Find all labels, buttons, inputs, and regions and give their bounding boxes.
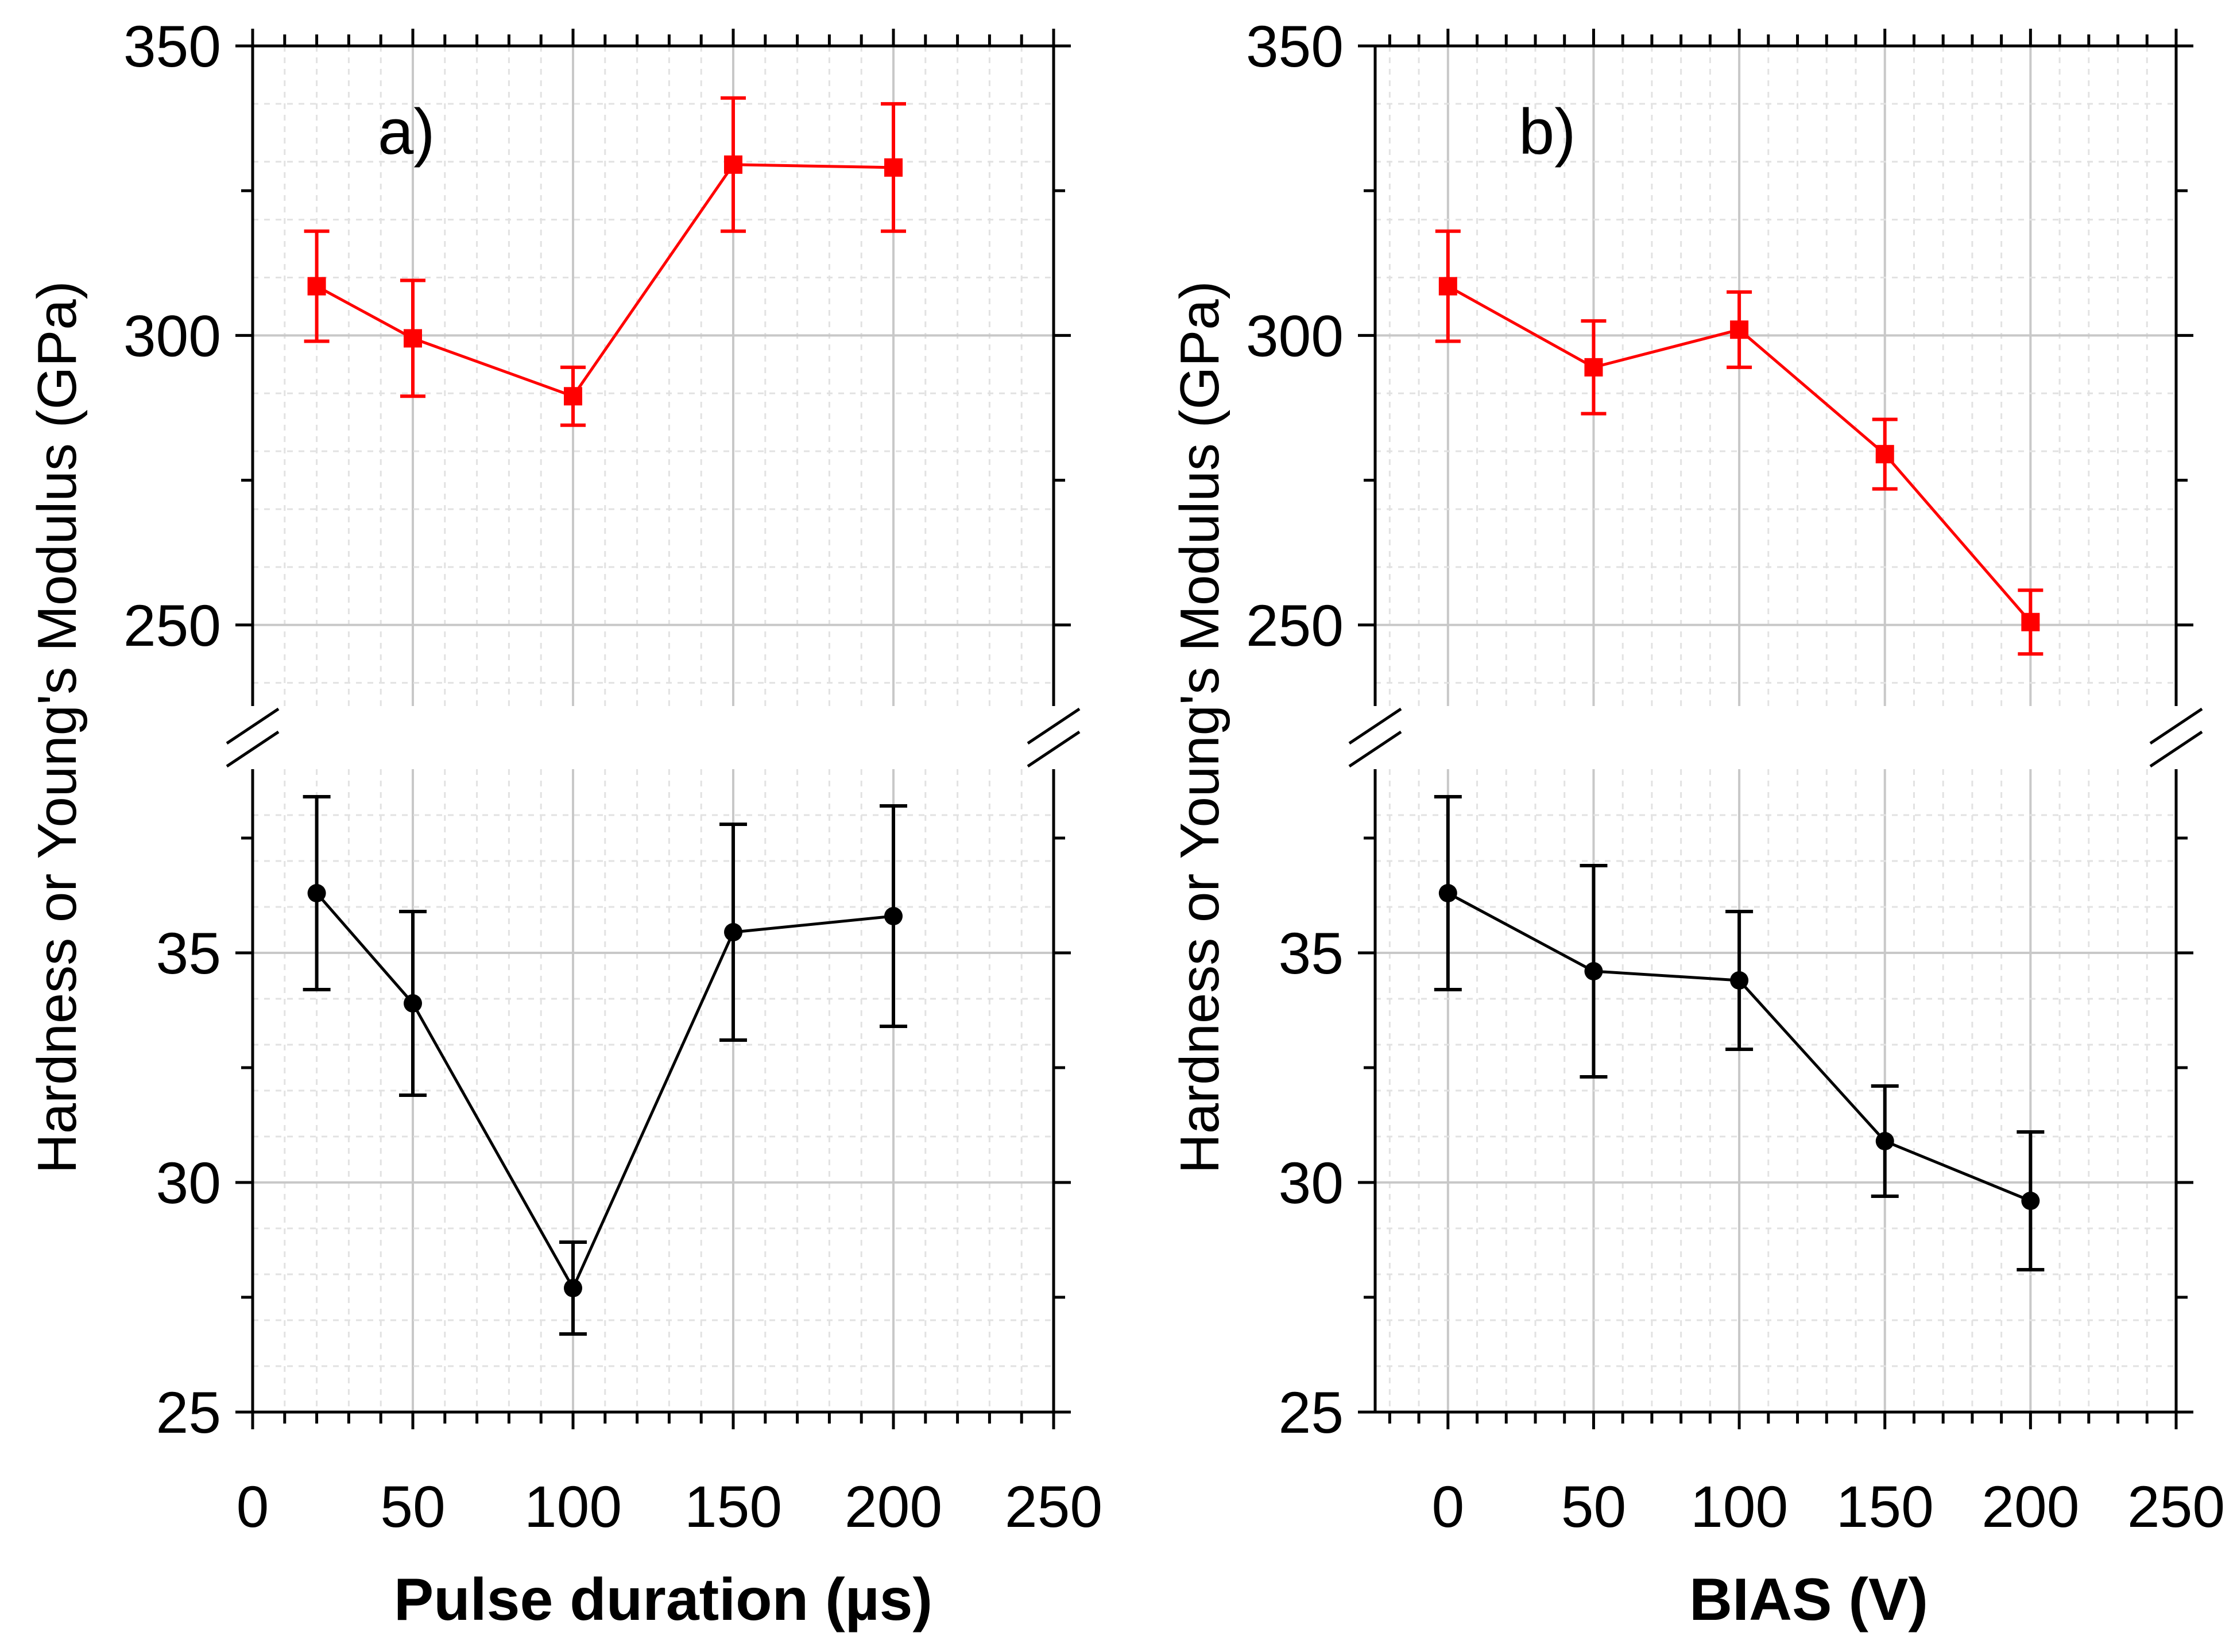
data-point-square — [1439, 277, 1457, 296]
axis-break-right — [1028, 709, 1079, 766]
y-tick-label: 350 — [123, 14, 221, 79]
x-tick-label: 50 — [380, 1474, 445, 1539]
panel-a-xlabel: Pulse duration (µs) — [394, 1566, 932, 1633]
data-point-square — [1876, 445, 1894, 463]
figure: 0 50 100 150 200 250250300350253035a)Hardness… — [0, 0, 2237, 1652]
y-tick-label: 300 — [123, 303, 221, 369]
panel-b-label: b) — [1519, 96, 1576, 168]
panel-a-ylabel: Hardness or Young's Modulus (GPa) — [26, 281, 88, 1173]
y-tick-label: 25 — [1279, 1380, 1344, 1445]
data-point-circle — [404, 994, 422, 1013]
axis-break-left — [1349, 709, 1401, 766]
y-tick-label: 30 — [156, 1150, 221, 1216]
data-point-circle — [1439, 884, 1457, 902]
y-tick-label: 30 — [1279, 1150, 1344, 1216]
ticks — [1358, 29, 2193, 1429]
axis-break-right — [2150, 709, 2202, 766]
data-point-circle — [724, 923, 742, 941]
y-tick-label: 25 — [156, 1380, 221, 1445]
x-tick-label: 150 — [1836, 1474, 1934, 1539]
x-tick-label: 250 — [2127, 1474, 2225, 1539]
ticks — [235, 29, 1071, 1429]
x-tick-label: 50 — [1561, 1474, 1626, 1539]
tick-labels: 0 50 100 150 200 250 250 300 350 25 30 35 — [123, 14, 1102, 1539]
data-point-square — [308, 277, 326, 296]
panel-a-label: a) — [378, 96, 435, 168]
x-tick-label: 150 — [684, 1474, 782, 1539]
axis-break-left — [227, 709, 278, 766]
grid — [1375, 46, 2176, 1412]
data-point-square — [1730, 320, 1748, 339]
data-point-circle — [1584, 962, 1603, 980]
y-tick-label: 35 — [156, 921, 221, 986]
x-tick-label: 100 — [524, 1474, 622, 1539]
tick-labels: 0 50 100 150 200 250 250 300 350 25 30 35 — [1246, 14, 2225, 1539]
data-point-circle — [308, 884, 326, 902]
data-point-circle — [2021, 1192, 2039, 1210]
y-tick-label: 250 — [123, 593, 221, 658]
panel-a: 0 50 100 150 200 250 250 300 350 25 30 35 a) Hardness… — [26, 14, 1102, 1633]
panel-b: 0 50 100 150 200 250 250 300 350 25 30 35 b) Hardness… — [1169, 14, 2225, 1633]
x-tick-label: 0 — [237, 1474, 269, 1539]
y-tick-label: 350 — [1246, 14, 1344, 79]
panel-b-xlabel: BIAS (V) — [1689, 1566, 1928, 1633]
data-point-square — [1584, 358, 1603, 377]
data-point-circle — [1876, 1132, 1894, 1150]
y-tick-label: 35 — [1279, 921, 1344, 986]
data-point-square — [724, 156, 742, 174]
x-tick-label: 250 — [1005, 1474, 1102, 1539]
x-tick-label: 200 — [1981, 1474, 2079, 1539]
data-point-square — [884, 158, 903, 177]
x-tick-label: 200 — [845, 1474, 942, 1539]
x-tick-label: 100 — [1690, 1474, 1788, 1539]
panel-b-ylabel: Hardness or Young's Modulus (GPa) — [1169, 281, 1230, 1173]
data-point-square — [2021, 613, 2039, 631]
plot-frame — [227, 46, 1079, 1412]
data-point-square — [564, 387, 582, 405]
x-tick-label: 0 — [1431, 1474, 1464, 1539]
y-tick-label: 300 — [1246, 303, 1344, 369]
data-point-circle — [564, 1279, 582, 1297]
grid — [253, 46, 1054, 1412]
data-point-circle — [1730, 971, 1748, 990]
data-point-circle — [884, 907, 903, 925]
data-point-square — [404, 329, 422, 347]
y-tick-label: 250 — [1246, 593, 1344, 658]
